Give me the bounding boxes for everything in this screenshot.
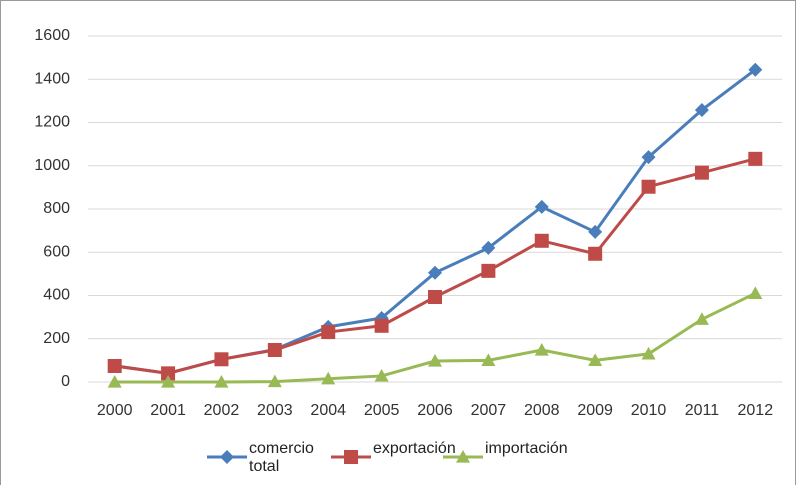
y-tick-label: 0 [61, 373, 70, 390]
marker [267, 342, 282, 357]
x-tick-label: 2007 [471, 402, 507, 419]
legend-item: importación [441, 440, 568, 466]
marker [428, 290, 442, 305]
marker [481, 263, 496, 278]
marker [694, 312, 709, 325]
marker [428, 354, 442, 367]
legend-swatch [443, 450, 483, 463]
marker [641, 179, 656, 194]
marker [481, 240, 496, 255]
legend-label: importación [485, 440, 568, 457]
legend-item: exportación [329, 440, 456, 466]
marker [107, 375, 122, 388]
x-tick-label: 2005 [364, 402, 400, 419]
legend-item: comercio total [205, 440, 329, 476]
x-tick-label: 2012 [738, 402, 774, 419]
series-line [114, 68, 757, 375]
x-tick-label: 2009 [577, 402, 613, 419]
marker [267, 374, 282, 388]
y-tick-label: 600 [43, 243, 70, 260]
marker [161, 366, 176, 381]
marker [214, 375, 229, 388]
marker [694, 102, 709, 117]
marker [641, 150, 656, 165]
marker [344, 450, 358, 464]
marker [534, 342, 549, 356]
x-tick-label: 2011 [685, 402, 720, 419]
legend-label: comercio total [249, 440, 314, 475]
x-tick-label: 2001 [150, 402, 186, 419]
marker [456, 450, 470, 463]
x-tick-label: 2002 [204, 402, 240, 419]
marker [534, 199, 549, 214]
y-tick-label: 1400 [34, 70, 70, 87]
marker [588, 246, 603, 261]
marker [641, 346, 656, 360]
marker [321, 371, 336, 385]
y-tick-label: 1200 [34, 114, 70, 131]
x-tick-label: 2004 [310, 402, 346, 419]
y-tick-label: 1000 [34, 157, 70, 174]
x-tick-label: 2010 [631, 402, 667, 419]
marker [161, 375, 176, 388]
legend-label: exportación [373, 440, 456, 457]
series-line [114, 291, 756, 384]
marker [321, 325, 336, 340]
x-tick-label: 2006 [417, 402, 453, 419]
legend: comercio total exportación importación [205, 440, 568, 476]
marker [107, 358, 122, 373]
marker [748, 62, 763, 77]
legend-swatch [207, 450, 247, 464]
marker [588, 224, 603, 239]
y-tick-label: 800 [43, 200, 70, 217]
y-tick-label: 400 [43, 287, 70, 304]
marker [588, 353, 603, 366]
y-tick-label: 200 [43, 330, 70, 347]
marker [481, 353, 496, 366]
marker [374, 318, 389, 333]
marker [220, 450, 234, 464]
x-tick-label: 2008 [524, 402, 560, 419]
x-tick-label: 2003 [257, 402, 293, 419]
marker [428, 265, 442, 280]
marker [534, 233, 549, 248]
y-tick-label: 1600 [34, 27, 70, 44]
x-tick-label: 2000 [97, 402, 133, 419]
marker [214, 352, 229, 367]
marker [748, 286, 763, 299]
marker [374, 368, 389, 382]
legend-swatch [331, 450, 371, 464]
marker [694, 165, 709, 180]
marker [748, 151, 763, 166]
